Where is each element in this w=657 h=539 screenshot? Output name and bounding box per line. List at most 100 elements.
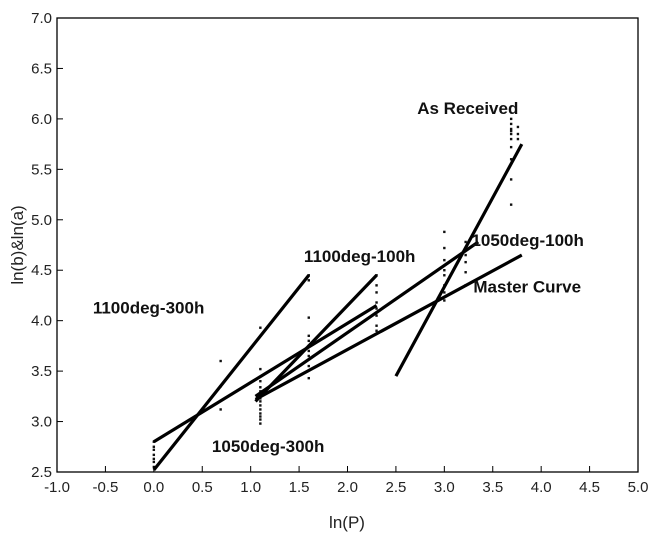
data-point xyxy=(509,203,513,206)
data-point xyxy=(152,448,156,452)
data-point xyxy=(259,418,262,421)
data-point xyxy=(152,453,156,457)
data-point xyxy=(259,422,262,425)
y-tick-label: 4.0 xyxy=(31,313,52,330)
data-point xyxy=(509,178,513,181)
data-point xyxy=(509,145,513,149)
data-point xyxy=(375,284,378,287)
data-point xyxy=(307,376,310,380)
data-point xyxy=(516,132,520,136)
fit-line xyxy=(152,304,378,444)
data-point xyxy=(375,307,378,310)
x-tick-label: 1.0 xyxy=(240,479,261,496)
data-point xyxy=(152,457,156,461)
data-point xyxy=(509,158,513,161)
data-point xyxy=(516,137,520,141)
data-point xyxy=(509,129,513,133)
plot-area xyxy=(152,117,524,471)
x-tick-label: 2.0 xyxy=(337,479,358,496)
data-point xyxy=(219,359,222,363)
data-point xyxy=(307,339,310,343)
series-annotation: 1100deg-300h xyxy=(93,299,205,318)
data-point xyxy=(375,314,378,317)
x-tick-label: 3.0 xyxy=(434,479,455,496)
data-point xyxy=(509,132,513,136)
y-tick-label: 3.5 xyxy=(31,363,52,380)
data-point xyxy=(152,445,156,448)
series-annotation: 1050deg-100h xyxy=(471,231,583,250)
y-tick-label: 3.0 xyxy=(31,414,52,431)
data-point xyxy=(152,460,156,464)
fit-line xyxy=(254,240,480,398)
y-tick-label: 4.5 xyxy=(31,262,52,279)
data-point xyxy=(375,329,378,332)
x-tick-label: 1.5 xyxy=(289,479,310,496)
data-point xyxy=(259,404,262,407)
data-point xyxy=(307,316,310,319)
data-point xyxy=(259,326,262,329)
data-point xyxy=(464,240,467,244)
data-point xyxy=(464,260,467,264)
data-point xyxy=(443,246,446,250)
fit-line xyxy=(254,253,523,401)
data-point xyxy=(443,269,446,272)
data-point xyxy=(259,415,262,418)
data-point xyxy=(259,380,262,383)
data-point xyxy=(259,412,262,415)
data-point xyxy=(307,354,310,358)
data-point xyxy=(464,253,467,257)
data-point xyxy=(443,299,446,302)
data-point xyxy=(443,230,446,234)
x-tick-label: 4.5 xyxy=(579,479,600,496)
x-axis-title: ln(P) xyxy=(329,513,365,532)
series-annotation: Master Curve xyxy=(473,277,581,296)
x-tick-label: 0.5 xyxy=(192,479,213,496)
y-tick-label: 7.0 xyxy=(31,10,52,27)
y-axis-title: ln(b)&ln(a) xyxy=(8,205,27,284)
fit-line xyxy=(152,274,311,471)
x-tick-label: 5.0 xyxy=(628,479,649,496)
y-tick-label: 6.0 xyxy=(31,111,52,128)
data-point xyxy=(375,301,378,304)
data-point xyxy=(259,367,262,371)
data-point xyxy=(307,364,310,368)
x-tick-label: 0.0 xyxy=(143,479,164,496)
data-point xyxy=(509,117,513,121)
x-tick-label: 4.0 xyxy=(531,479,552,496)
data-point xyxy=(375,291,378,294)
fit-line xyxy=(394,143,524,377)
fit-line xyxy=(254,274,378,403)
series-annotation: 1050deg-300h xyxy=(212,437,324,456)
x-tick-label: 2.5 xyxy=(385,479,406,496)
data-point xyxy=(443,291,446,294)
data-point xyxy=(516,125,520,129)
x-tick-label: -1.0 xyxy=(44,479,70,496)
annotations: As Received 1100deg-100h 1050deg-100h Maste… xyxy=(93,99,584,456)
series-annotation: As Received xyxy=(417,99,518,118)
y-tick-label: 2.5 xyxy=(31,464,52,481)
data-point xyxy=(219,408,222,411)
series-annotation: 1100deg-100h xyxy=(304,247,416,266)
data-point xyxy=(509,127,513,131)
y-tick-label: 6.5 xyxy=(31,60,52,77)
data-point xyxy=(509,122,513,126)
data-point xyxy=(259,386,262,389)
data-point xyxy=(443,274,446,277)
data-point xyxy=(307,349,310,353)
x-tick-label: 3.5 xyxy=(482,479,503,496)
data-point xyxy=(375,324,378,327)
x-tick-label: -0.5 xyxy=(92,479,118,496)
x-axis: -1.0 -0.5 0.0 0.5 1.0 1.5 2.0 2.5 3.0 3.5 4.0 4.5 5.… xyxy=(44,466,648,496)
data-point xyxy=(259,400,262,403)
data-point xyxy=(509,137,513,141)
data-point xyxy=(259,408,262,411)
data-point xyxy=(464,271,467,274)
y-tick-label: 5.0 xyxy=(31,212,52,229)
y-axis: 2.5 3.0 3.5 4.0 4.5 5.0 5.5 6.0 6.5 7.0 xyxy=(31,10,63,481)
data-point xyxy=(443,258,446,262)
y-tick-label: 5.5 xyxy=(31,161,52,178)
data-point xyxy=(307,279,310,282)
data-point xyxy=(307,334,310,337)
